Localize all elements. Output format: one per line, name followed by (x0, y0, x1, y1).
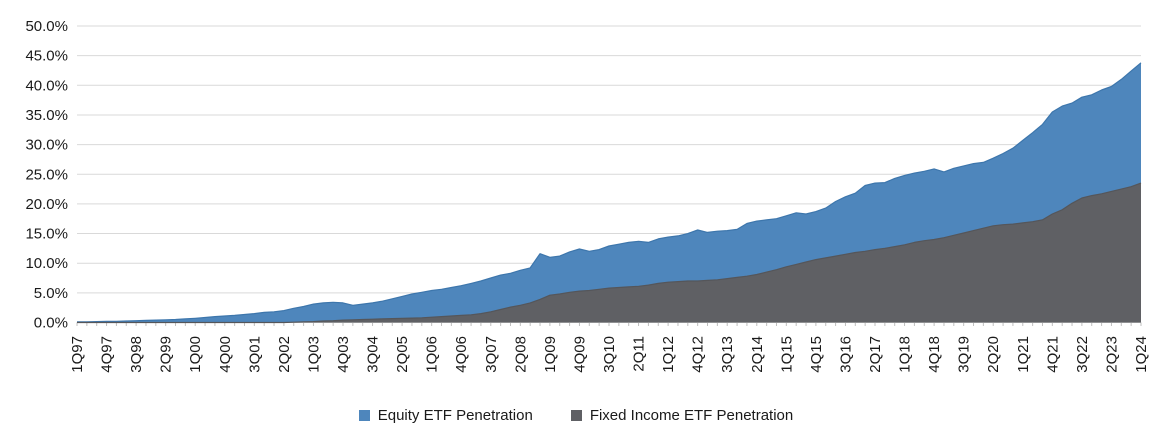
x-axis-label: 4Q97 (99, 336, 116, 373)
x-axis-label: 2Q02 (276, 336, 293, 373)
x-axis-label: 1Q03 (305, 336, 322, 373)
legend-swatch-equity (358, 409, 370, 421)
x-axis-label: 1Q24 (1133, 336, 1150, 373)
legend-label-fixed-income: Fixed Income ETF Penetration (589, 406, 794, 424)
x-axis-label: 3Q98 (128, 336, 145, 373)
y-axis-label: 0.0% (34, 315, 68, 332)
x-axis-label: 4Q00 (217, 336, 234, 373)
x-axis-label: 2Q99 (158, 336, 175, 373)
x-axis-label: 1Q21 (1015, 336, 1032, 373)
x-axis-label: 4Q18 (926, 336, 943, 373)
chart-canvas: 0.0% 5.0% 10.0% 15.0% 20.0% 25.0% 30.0% 35.0% 40… (25, 18, 1150, 373)
x-axis-label: 2Q17 (867, 336, 884, 373)
y-axis-label: 10.0% (25, 255, 68, 272)
x-axis-label: 1Q97 (69, 336, 86, 373)
area-edge-equity (77, 62, 1142, 323)
x-axis-label: 1Q06 (424, 336, 441, 373)
x-axis-label: 4Q15 (808, 336, 825, 373)
x-axis-label: 4Q09 (571, 336, 588, 373)
x-axis-label: 2Q11 (631, 336, 648, 372)
y-axis-label: 45.0% (25, 48, 68, 65)
y-axis-label: 50.0% (25, 18, 68, 35)
x-axis-label: 1Q12 (660, 336, 677, 373)
x-axis-label: 3Q10 (601, 336, 618, 373)
x-axis-label: 3Q04 (365, 336, 382, 373)
y-axis-label: 25.0% (25, 166, 68, 183)
chart-legend: Equity ETF Penetration Fixed Income ETF P… (0, 401, 1152, 429)
x-axis-label: 3Q07 (483, 336, 500, 373)
legend-item-fixed-income: Fixed Income ETF Penetration (570, 406, 794, 424)
y-axis-label: 20.0% (25, 196, 68, 213)
legend-swatch-fixed-income (570, 409, 582, 421)
x-axis-label: 4Q06 (453, 336, 470, 373)
x-axis-label: 2Q08 (512, 336, 529, 373)
x-axis-label: 4Q21 (1044, 336, 1061, 373)
y-axis-label: 40.0% (25, 77, 68, 94)
y-axis-label: 15.0% (25, 226, 68, 243)
y-axis-label: 5.0% (34, 285, 68, 302)
x-axis-label: 1Q18 (897, 336, 914, 373)
x-axis-label: 4Q03 (335, 336, 352, 373)
x-axis-label: 2Q23 (1103, 336, 1120, 373)
x-axis-label: 3Q13 (719, 336, 736, 373)
x-axis-label: 1Q15 (778, 336, 795, 373)
x-axis-label: 3Q16 (837, 336, 854, 373)
x-axis-label: 1Q00 (187, 336, 204, 373)
legend-label-equity: Equity ETF Penetration (377, 406, 533, 424)
legend-item-equity: Equity ETF Penetration (358, 406, 533, 424)
x-axis-label: 3Q01 (246, 336, 263, 373)
x-axis-label: 1Q09 (542, 336, 559, 373)
y-axis-label: 35.0% (25, 107, 68, 124)
x-axis-label: 3Q19 (956, 336, 973, 373)
x-axis-label: 2Q05 (394, 336, 411, 373)
y-axis-label: 30.0% (25, 137, 68, 154)
x-axis-label: 2Q14 (749, 336, 766, 373)
x-axis-label: 2Q20 (985, 336, 1002, 373)
area-edge-fixed-income (77, 182, 1142, 324)
area-fixed-income (77, 183, 1141, 323)
x-axis-label: 3Q22 (1074, 336, 1091, 373)
x-axis-label: 4Q12 (690, 336, 707, 373)
